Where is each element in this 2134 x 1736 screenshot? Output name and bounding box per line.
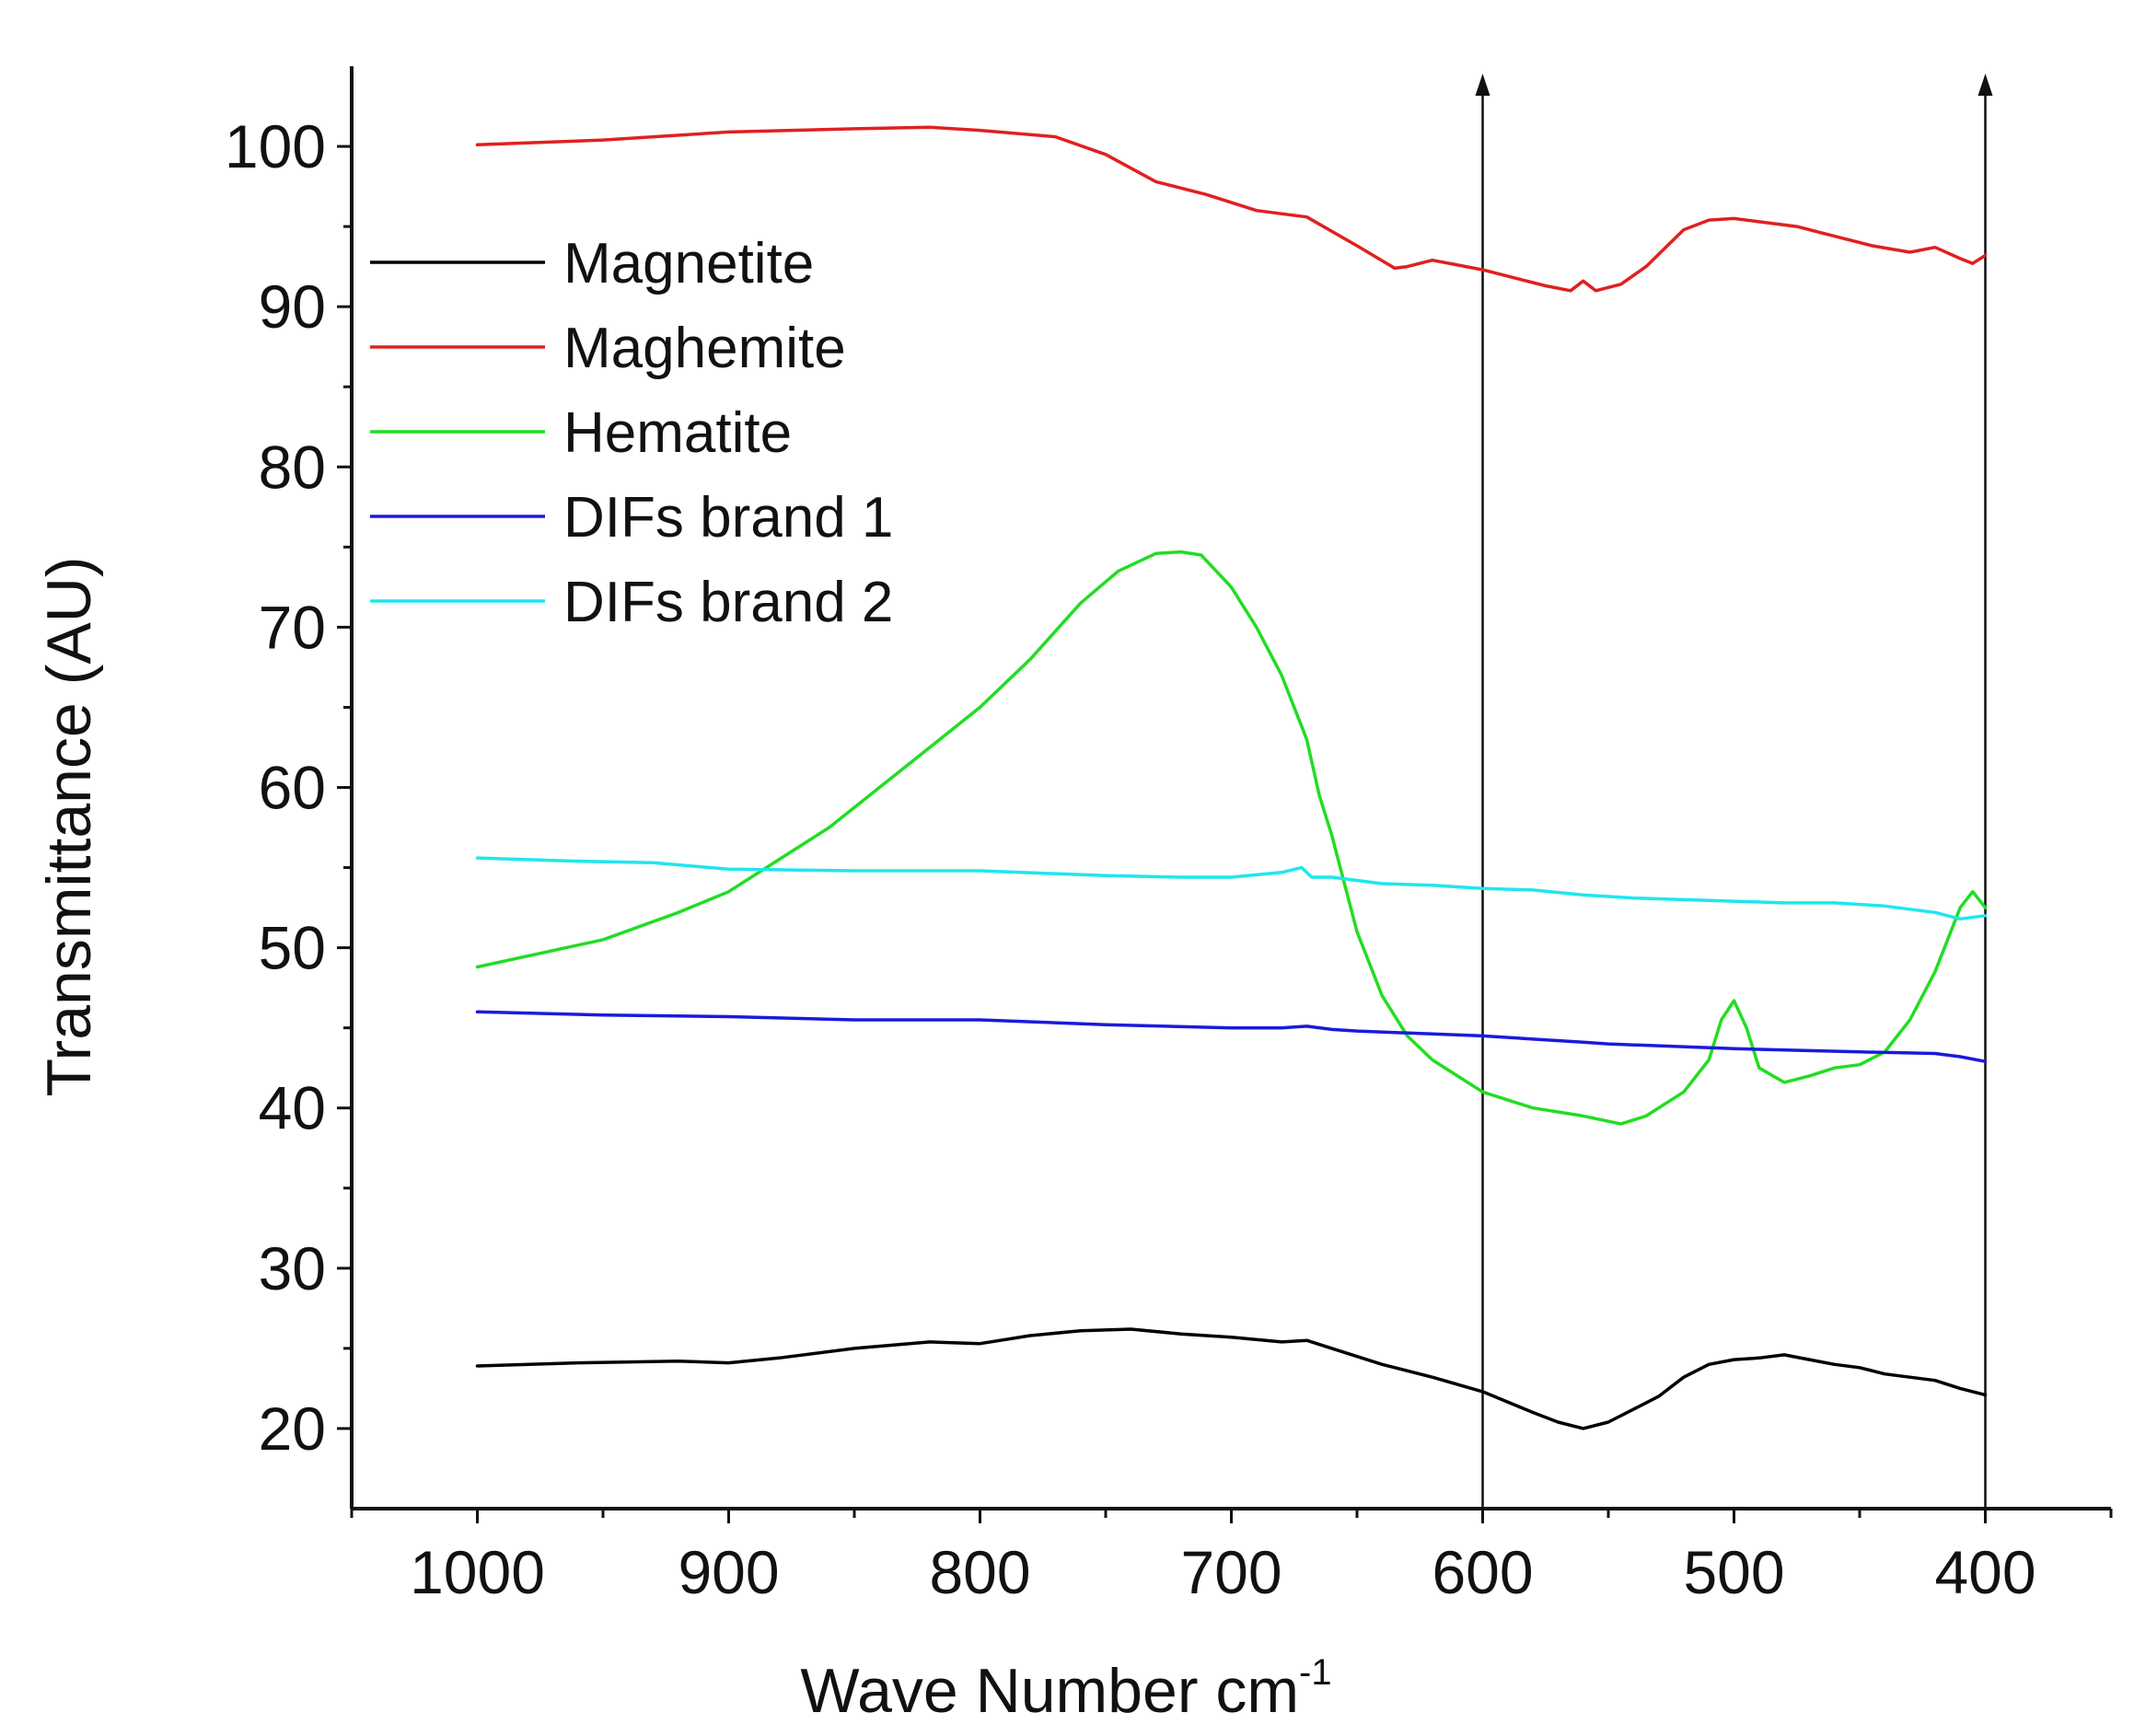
x-axis-title-text: Wave Number cm — [800, 1656, 1299, 1726]
series-line-difs-brand-2 — [475, 856, 1988, 921]
series-line-difs-brand-1 — [475, 1010, 1988, 1063]
axes: 20 30 40 50 60 70 80 90 100 1000 900 800 700 600 500 4… — [225, 66, 2113, 1606]
x-tick-label: 500 — [1683, 1538, 1784, 1606]
x-tick-label: 1000 — [410, 1538, 545, 1606]
y-tick-label: 40 — [259, 1074, 326, 1142]
y-tick-label: 70 — [259, 593, 326, 661]
plot-series — [475, 125, 1988, 1430]
legend-label: DIFs brand 1 — [563, 486, 893, 550]
arrow-annotations — [1475, 74, 1993, 1509]
x-axis-title-superscript: -1 — [1299, 1652, 1332, 1693]
arrow-head — [1977, 74, 1993, 96]
y-axis-ticks: 20 30 40 50 60 70 80 90 100 — [225, 112, 352, 1463]
y-tick-label: 30 — [259, 1234, 326, 1302]
series-line-hematite — [475, 550, 1988, 1126]
x-tick-label: 400 — [1934, 1538, 2035, 1606]
legend-label: Maghemite — [563, 317, 846, 380]
y-tick-label: 50 — [259, 914, 326, 982]
series-line-maghemite — [475, 125, 1988, 293]
x-tick-label: 800 — [929, 1538, 1030, 1606]
y-axis-title: Transmittance (AU) — [34, 557, 104, 1097]
legend-label: Magnetite — [563, 232, 814, 295]
arrow-head — [1475, 74, 1490, 96]
legend: Magnetite Maghemite Hematite DIFs brand 1 DI… — [370, 232, 893, 634]
y-tick-label: 90 — [259, 272, 326, 341]
y-tick-label: 20 — [259, 1395, 326, 1463]
y-tick-label: 60 — [259, 754, 326, 822]
x-tick-label: 700 — [1180, 1538, 1282, 1606]
legend-label: DIFs brand 2 — [563, 571, 893, 634]
legend-label: Hematite — [563, 401, 792, 465]
x-tick-label: 600 — [1432, 1538, 1533, 1606]
x-axis-ticks: 1000 900 800 700 600 500 400 — [350, 1509, 2113, 1606]
x-axis-title: Wave Number cm-1 — [800, 1652, 1331, 1726]
y-tick-label: 80 — [259, 433, 326, 501]
series-line-magnetite — [475, 1327, 1988, 1430]
x-tick-label: 900 — [678, 1538, 779, 1606]
y-tick-label: 100 — [225, 112, 326, 180]
